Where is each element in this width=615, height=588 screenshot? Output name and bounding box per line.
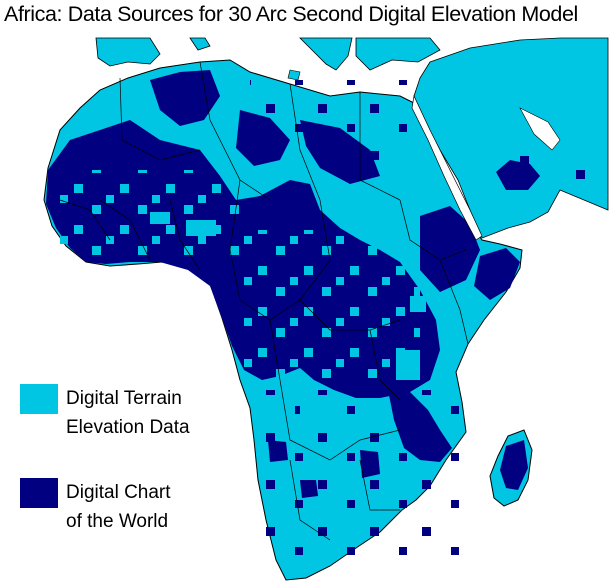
legend-label-dted: Digital Terrain Elevation Data (66, 384, 266, 442)
legend-label-dcw-line1: Digital Chart (66, 482, 171, 503)
legend-swatch-dted (20, 384, 58, 414)
map-title: Africa: Data Sources for 30 Arc Second D… (4, 2, 578, 26)
country-borders (59, 61, 469, 541)
europe-land (95, 37, 441, 81)
red-sea (411, 94, 483, 241)
legend-label-dcw: Digital Chart of the World (66, 478, 266, 536)
legend-label-dcw-line2: of the World (66, 511, 169, 532)
legend-label-dted-line1: Digital Terrain (66, 388, 182, 409)
dted-patches (60, 80, 460, 560)
legend-label-dted-line2: Elevation Data (66, 417, 190, 438)
madagascar-dcw (500, 440, 528, 490)
legend-swatch-dcw (20, 478, 58, 508)
arabia-land (413, 37, 609, 239)
